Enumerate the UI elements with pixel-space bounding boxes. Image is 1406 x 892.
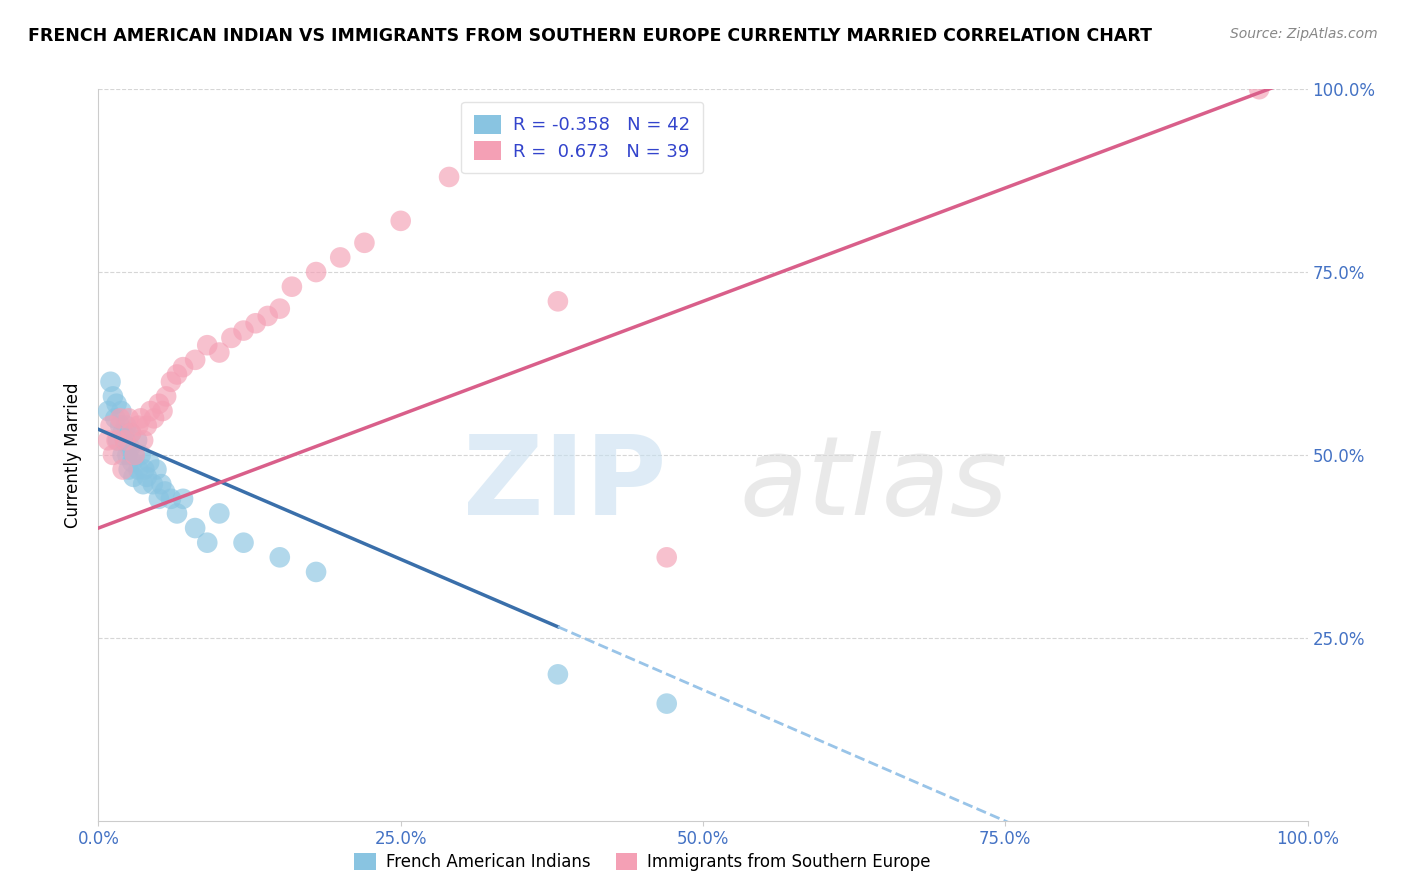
Point: [232, 535, 254, 549]
Point: [132, 434, 155, 448]
Point: [655, 550, 678, 565]
Point: [148, 397, 170, 411]
Point: [108, 418, 131, 433]
Y-axis label: Currently Married: Currently Married: [65, 382, 83, 528]
Point: [221, 331, 243, 345]
Point: [195, 338, 218, 352]
Point: [145, 462, 167, 476]
Point: [127, 462, 149, 476]
Point: [111, 448, 134, 462]
Point: [184, 352, 207, 367]
Point: [117, 448, 139, 462]
Text: atlas: atlas: [740, 431, 1008, 538]
Point: [166, 368, 188, 382]
Point: [97, 434, 120, 448]
Point: [110, 404, 132, 418]
Point: [100, 375, 122, 389]
Point: [108, 411, 131, 425]
Point: [150, 477, 173, 491]
Point: [115, 418, 138, 433]
Point: [305, 565, 328, 579]
Point: [153, 484, 176, 499]
Text: ZIP: ZIP: [464, 431, 666, 538]
Point: [232, 324, 254, 338]
Point: [160, 375, 183, 389]
Point: [129, 411, 152, 425]
Point: [120, 425, 142, 440]
Point: [184, 521, 207, 535]
Point: [1249, 82, 1271, 96]
Point: [118, 462, 141, 476]
Point: [245, 316, 267, 330]
Point: [142, 477, 165, 491]
Point: [124, 448, 146, 462]
Point: [121, 455, 143, 469]
Point: [132, 477, 155, 491]
Point: [256, 309, 278, 323]
Point: [172, 360, 194, 375]
Point: [208, 507, 231, 521]
Point: [105, 397, 128, 411]
Point: [353, 235, 375, 250]
Point: [547, 294, 569, 309]
Point: [166, 507, 188, 521]
Point: [135, 418, 157, 433]
Point: [269, 550, 291, 565]
Point: [389, 214, 412, 228]
Point: [148, 491, 170, 506]
Point: [208, 345, 231, 359]
Point: [127, 434, 149, 448]
Point: [160, 491, 183, 506]
Legend: French American Indians, Immigrants from Southern Europe: French American Indians, Immigrants from…: [347, 847, 938, 878]
Point: [101, 389, 124, 403]
Point: [111, 462, 134, 476]
Point: [143, 411, 166, 425]
Point: [105, 434, 128, 448]
Text: Source: ZipAtlas.com: Source: ZipAtlas.com: [1230, 27, 1378, 41]
Point: [195, 535, 218, 549]
Point: [118, 441, 141, 455]
Point: [100, 418, 122, 433]
Point: [107, 434, 129, 448]
Point: [269, 301, 291, 316]
Point: [437, 169, 460, 184]
Point: [152, 404, 174, 418]
Point: [120, 425, 142, 440]
Point: [104, 411, 127, 425]
Point: [127, 418, 149, 433]
Point: [111, 425, 134, 440]
Point: [134, 462, 156, 476]
Point: [101, 448, 124, 462]
Point: [138, 455, 160, 469]
Point: [655, 697, 678, 711]
Point: [114, 434, 136, 448]
Point: [139, 404, 162, 418]
Point: [135, 470, 157, 484]
Text: FRENCH AMERICAN INDIAN VS IMMIGRANTS FROM SOUTHERN EUROPE CURRENTLY MARRIED CORR: FRENCH AMERICAN INDIAN VS IMMIGRANTS FRO…: [28, 27, 1152, 45]
Point: [305, 265, 328, 279]
Point: [172, 491, 194, 506]
Point: [97, 404, 120, 418]
Point: [155, 389, 177, 403]
Point: [122, 470, 145, 484]
Point: [114, 434, 136, 448]
Point: [118, 411, 141, 425]
Point: [281, 279, 304, 293]
Point: [329, 251, 352, 265]
Point: [547, 667, 569, 681]
Point: [124, 448, 146, 462]
Point: [129, 448, 152, 462]
